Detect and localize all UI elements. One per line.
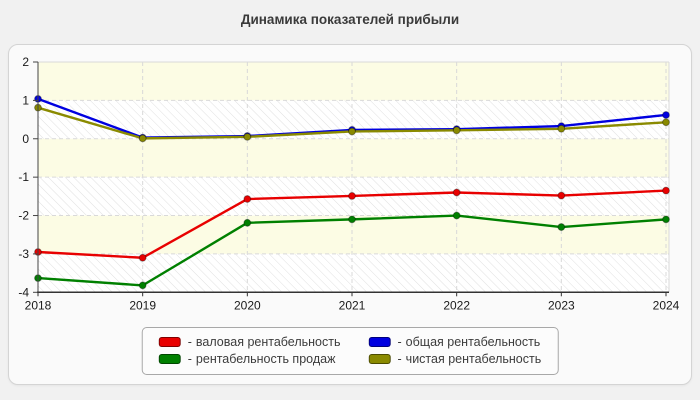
- legend-marker-gross: [158, 337, 181, 347]
- x-tick-label: 2020: [234, 298, 261, 312]
- y-tick-label: -3: [18, 247, 29, 261]
- x-tick-label: 2022: [443, 298, 470, 312]
- legend-item-net: - чистая рентабельность: [368, 352, 542, 366]
- legend-item-sales: - рентабельность продаж: [158, 352, 341, 366]
- x-tick-label: 2024: [653, 298, 680, 312]
- data-point-gross: [138, 253, 147, 262]
- legend-label-prefix: -: [187, 335, 192, 349]
- chart-panel: 2 1 0 -1 -2 -3 -4 2018 2019 2020 2021 2022 2023 2024 …: [8, 44, 692, 385]
- legend-label-prefix: -: [397, 335, 402, 349]
- legend-label-net: чистая рентабельность: [405, 352, 542, 366]
- data-point-gross: [662, 186, 670, 195]
- data-point-gross: [348, 192, 356, 200]
- y-tick-label: 2: [22, 55, 29, 69]
- y-tick-label: 0: [22, 132, 29, 146]
- data-point-net: [452, 126, 461, 135]
- band-plain: [38, 62, 669, 101]
- y-tick-label: 1: [22, 93, 29, 107]
- gridlines: [38, 61, 670, 293]
- data-point-net: [243, 132, 252, 141]
- data-point-sales: [452, 211, 461, 220]
- x-tick-label: 2023: [548, 298, 575, 312]
- band-plain: [38, 138, 669, 178]
- data-point-sales: [557, 223, 566, 231]
- chart-title: Динамика показателей прибыли: [240, 12, 460, 27]
- x-tick-label: 2021: [339, 298, 366, 312]
- data-point-net: [138, 134, 147, 143]
- legend-marker-sales: [158, 354, 181, 364]
- data-point-gross: [243, 195, 252, 203]
- data-point-sales: [138, 281, 147, 290]
- data-point-gross: [557, 191, 566, 200]
- legend-item-gross: - валовая рентабельность: [158, 335, 341, 349]
- legend-label-gross: валовая рентабельность: [195, 335, 341, 349]
- legend-marker-total: [368, 337, 391, 347]
- legend-label-prefix: -: [187, 352, 192, 366]
- y-tick-label: -2: [18, 209, 29, 223]
- chart-legend: - валовая рентабельность - общая рентабел…: [141, 327, 559, 375]
- data-point-total: [662, 111, 670, 119]
- legend-marker-net: [368, 354, 391, 364]
- data-point-net: [662, 118, 670, 127]
- legend-item-total: - общая рентабельность: [368, 335, 542, 349]
- band-hatched: [38, 253, 669, 293]
- legend-label-prefix: -: [397, 352, 402, 366]
- data-point-net: [348, 127, 356, 136]
- legend-label-total: общая рентабельность: [405, 335, 541, 349]
- data-point-sales: [348, 215, 356, 224]
- legend-label-sales: рентабельность продаж: [195, 352, 336, 366]
- x-tick-label: 2019: [129, 298, 156, 312]
- x-tick-label: 2018: [25, 298, 52, 312]
- data-point-gross: [452, 188, 461, 197]
- data-point-net: [557, 124, 566, 133]
- y-tick-label: -4: [18, 285, 29, 299]
- data-point-sales: [662, 215, 670, 224]
- data-point-sales: [243, 218, 252, 227]
- y-tick-label: -1: [18, 170, 29, 184]
